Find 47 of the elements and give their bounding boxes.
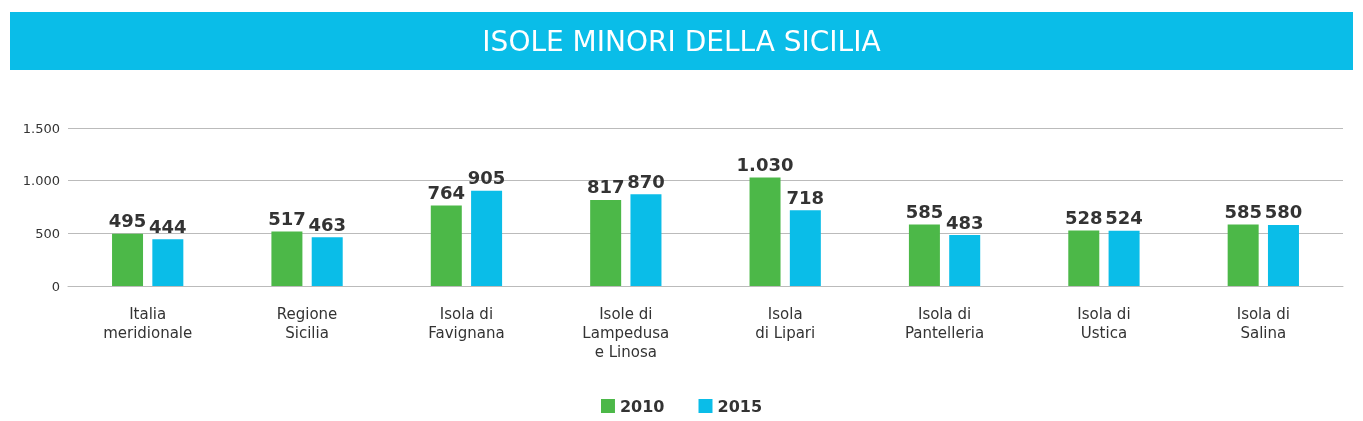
y-tick-label: 500 <box>35 225 60 241</box>
y-tick-label: 1.000 <box>22 173 60 189</box>
data-label: 585 <box>905 200 944 222</box>
data-label: 444 <box>149 215 187 237</box>
bar <box>1108 230 1140 286</box>
y-tick-label: 1.500 <box>22 120 60 136</box>
data-label: 524 <box>1105 207 1143 229</box>
data-label: 905 <box>467 167 506 189</box>
bar <box>1068 230 1100 286</box>
data-label: 817 <box>586 176 625 198</box>
data-label: 495 <box>108 210 147 232</box>
x-tick-label: Isola di Salina <box>1236 304 1290 342</box>
x-tick-label: Isola di Ustica <box>1077 304 1131 342</box>
x-tick-label: Isole di Lampedusa e Linosa <box>582 304 670 361</box>
bar <box>590 199 622 286</box>
legend-label: 2015 <box>717 396 763 416</box>
bar <box>430 205 462 286</box>
data-label: 528 <box>1065 206 1103 228</box>
bar <box>749 177 781 286</box>
bar <box>949 235 981 286</box>
data-label: 483 <box>945 211 984 233</box>
bar <box>908 224 940 286</box>
y-tick-label: 0 <box>51 278 60 294</box>
bar <box>630 194 662 286</box>
bar <box>152 239 184 286</box>
bar <box>471 190 503 286</box>
data-label: 517 <box>268 208 306 230</box>
x-tick-label: Isola di Pantelleria <box>904 304 985 342</box>
bar <box>271 231 303 286</box>
x-tick-label: Regione Sicilia <box>276 304 338 342</box>
bar <box>311 237 343 286</box>
x-tick-label: Isola di Favignana <box>428 304 505 342</box>
x-tick-label: Isola di Lipari <box>755 304 816 342</box>
x-tick-label: Italia meridionale <box>103 304 193 342</box>
bar <box>112 233 144 286</box>
data-label: 580 <box>1264 201 1303 223</box>
chart-title: ISOLE MINORI DELLA SICILIA <box>10 12 1353 70</box>
bar <box>789 210 821 286</box>
bar <box>1267 224 1299 286</box>
data-label: 718 <box>786 186 825 208</box>
data-label: 585 <box>1224 200 1262 222</box>
data-label: 870 <box>627 170 665 192</box>
data-label: 463 <box>308 213 346 235</box>
data-label: 1.030 <box>736 154 794 176</box>
data-label: 764 <box>427 182 466 204</box>
legend-label: 2010 <box>619 396 665 416</box>
bar <box>1227 224 1259 286</box>
